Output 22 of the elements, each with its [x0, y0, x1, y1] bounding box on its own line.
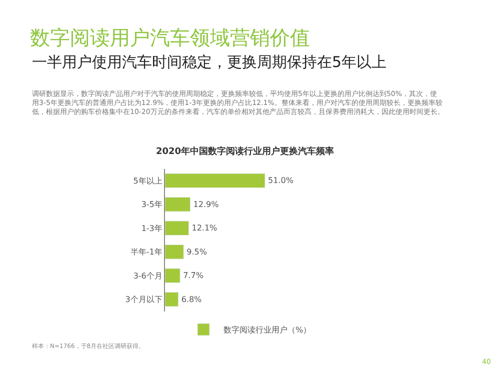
- y-tick-label: 3-6个月: [133, 271, 162, 280]
- y-tick-label: 3个月以下: [125, 295, 162, 304]
- y-tick-label: 1-3年: [141, 224, 162, 233]
- chart-title: 数字阅读用户汽车领域营销价值: [30, 26, 310, 50]
- text: 2020年中国数字阅读行业用户更换汽车频率: [156, 146, 334, 157]
- data-label: 6.8%: [181, 294, 202, 304]
- y-tick-label: 5年以上: [133, 176, 162, 186]
- data-label: 12.1%: [192, 224, 218, 233]
- y-tick-label: 3-5年: [141, 200, 162, 210]
- chart-subtitle: 一半用户使用汽车时间稳定，更换周期保持在5年以上: [32, 53, 387, 71]
- data-label: 9.5%: [186, 247, 208, 256]
- bar: [165, 197, 191, 212]
- data-label: 7.7%: [183, 271, 204, 280]
- bar: [165, 220, 189, 236]
- bar: [165, 292, 179, 307]
- y-tick-label: 半年-1年: [130, 248, 162, 257]
- data-label: 12.9%: [193, 200, 220, 209]
- bar: [165, 268, 180, 283]
- bar: [165, 244, 184, 260]
- legend-label: 数字阅读行业用户（%）: [224, 326, 312, 335]
- bar: [165, 173, 266, 188]
- data-label: 51.0%: [268, 176, 294, 186]
